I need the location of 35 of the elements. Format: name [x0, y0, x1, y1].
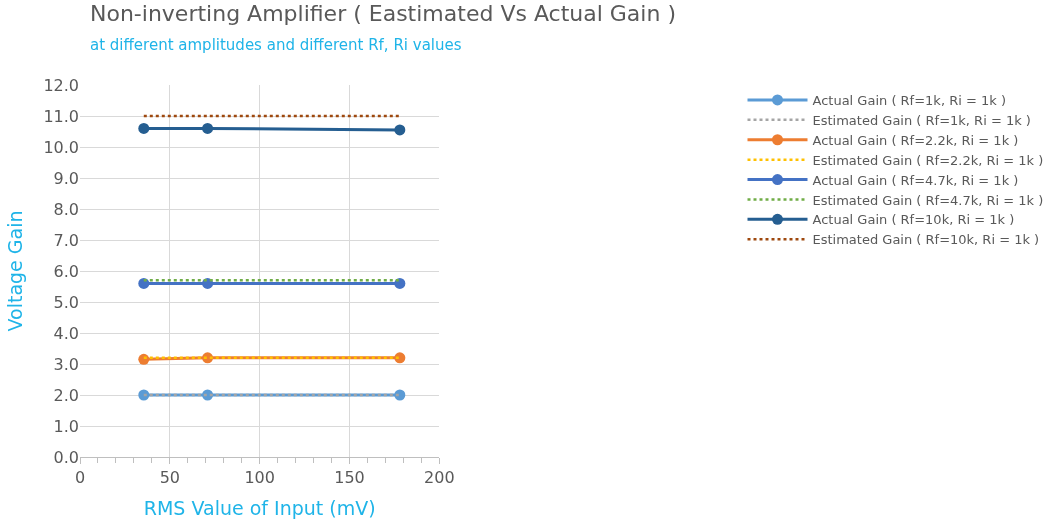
y-tick-label: 1.0 — [53, 416, 79, 436]
legend-label: Actual Gain ( Rf=2.2k, Ri = 1k ) — [812, 132, 1019, 148]
y-tick-label: 6.0 — [53, 261, 79, 281]
y-axis-title: Voltage Gain — [4, 210, 27, 332]
y-tick-label: 10.0 — [43, 137, 79, 157]
y-tick-label: 7.0 — [53, 230, 79, 250]
y-tick-label: 4.0 — [53, 323, 79, 343]
y-tick-label: 3.0 — [53, 354, 79, 374]
point — [138, 122, 150, 134]
chart-subtitle: at different amplitudes and different Rf, Ri values — [90, 35, 462, 54]
chart-title: Non-inverting Amplifier ( Eastimated Vs Actual Gain ) — [90, 1, 676, 27]
x-tick-label: 150 — [334, 468, 365, 488]
y-tick-label: 11.0 — [43, 106, 79, 126]
legend-label: Estimated Gain ( Rf=10k, Ri = 1k ) — [812, 232, 1040, 248]
legend-label: Actual Gain ( Rf=4.7k, Ri = 1k ) — [812, 172, 1019, 188]
legend-label: Estimated Gain ( Rf=4.7k, Ri = 1k ) — [812, 192, 1044, 208]
y-tick-label: 5.0 — [53, 292, 79, 312]
x-axis-title: RMS Value of Input (mV) — [143, 497, 376, 519]
y-tick-label: 0.0 — [53, 447, 79, 467]
point — [394, 124, 406, 136]
y-tick-label: 8.0 — [53, 199, 79, 219]
point — [202, 122, 214, 134]
point — [138, 353, 150, 365]
x-tick-label: 100 — [244, 468, 275, 488]
y-tick-label: 12.0 — [43, 75, 79, 95]
y-tick-label: 9.0 — [53, 168, 79, 188]
y-tick-label: 2.0 — [53, 385, 79, 405]
point — [394, 352, 406, 364]
legend-label: Actual Gain ( Rf=10k, Ri = 1k ) — [812, 212, 1015, 228]
legend-label: Actual Gain ( Rf=1k, Ri = 1k ) — [812, 93, 1006, 109]
x-tick-label: 50 — [159, 468, 181, 488]
x-tick-label: 200 — [424, 468, 455, 488]
x-tick-label: 0 — [74, 468, 86, 488]
legend-label: Estimated Gain ( Rf=1k, Ri = 1k ) — [812, 112, 1031, 128]
legend-label: Estimated Gain ( Rf=2.2k, Ri = 1k ) — [812, 152, 1044, 168]
